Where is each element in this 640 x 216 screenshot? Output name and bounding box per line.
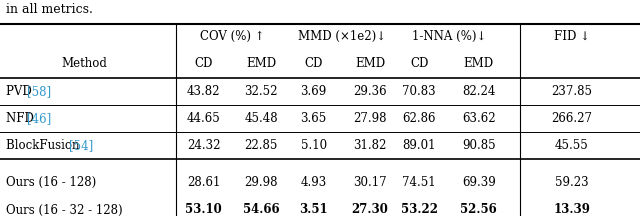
Text: 237.85: 237.85	[551, 85, 592, 98]
Text: Ours (16 - 128): Ours (16 - 128)	[6, 176, 97, 189]
Text: CD: CD	[195, 57, 212, 70]
Text: 70.83: 70.83	[403, 85, 436, 98]
Text: 43.82: 43.82	[187, 85, 220, 98]
Text: EMD: EMD	[463, 57, 494, 70]
Text: 5.10: 5.10	[301, 139, 326, 152]
Text: 28.61: 28.61	[187, 176, 220, 189]
Text: 89.01: 89.01	[403, 139, 436, 152]
Text: 27.30: 27.30	[351, 203, 388, 216]
Text: 53.10: 53.10	[185, 203, 222, 216]
Text: 31.82: 31.82	[353, 139, 387, 152]
Text: [46]: [46]	[28, 112, 52, 125]
Text: MMD (×1e2)↓: MMD (×1e2)↓	[298, 30, 386, 43]
Text: [58]: [58]	[28, 85, 51, 98]
Text: BlockFusion: BlockFusion	[6, 139, 84, 152]
Text: 1-NNA (%)↓: 1-NNA (%)↓	[412, 30, 486, 43]
Text: 24.32: 24.32	[187, 139, 220, 152]
Text: 4.93: 4.93	[300, 176, 327, 189]
Text: 266.27: 266.27	[551, 112, 592, 125]
Text: 63.62: 63.62	[462, 112, 495, 125]
Text: 3.65: 3.65	[300, 112, 327, 125]
Text: EMD: EMD	[355, 57, 385, 70]
Text: CD: CD	[410, 57, 428, 70]
Text: 3.51: 3.51	[300, 203, 328, 216]
Text: 82.24: 82.24	[462, 85, 495, 98]
Text: EMD: EMD	[246, 57, 276, 70]
Text: 3.69: 3.69	[300, 85, 327, 98]
Text: 13.39: 13.39	[553, 203, 590, 216]
Text: COV (%) ↑: COV (%) ↑	[200, 30, 264, 43]
Text: in all metrics.: in all metrics.	[6, 3, 93, 16]
Text: 90.85: 90.85	[462, 139, 495, 152]
Text: 22.85: 22.85	[244, 139, 278, 152]
Text: 29.36: 29.36	[353, 85, 387, 98]
Text: 29.98: 29.98	[244, 176, 278, 189]
Text: 59.23: 59.23	[555, 176, 588, 189]
Text: 44.65: 44.65	[187, 112, 220, 125]
Text: FID ↓: FID ↓	[554, 30, 589, 43]
Text: NFD: NFD	[6, 112, 38, 125]
Text: Ours (16 - 32 - 128): Ours (16 - 32 - 128)	[6, 203, 123, 216]
Text: 74.51: 74.51	[403, 176, 436, 189]
Text: [54]: [54]	[69, 139, 93, 152]
Text: 45.55: 45.55	[555, 139, 588, 152]
Text: 54.66: 54.66	[243, 203, 280, 216]
Text: 32.52: 32.52	[244, 85, 278, 98]
Text: 52.56: 52.56	[460, 203, 497, 216]
Text: 30.17: 30.17	[353, 176, 387, 189]
Text: CD: CD	[305, 57, 323, 70]
Text: 53.22: 53.22	[401, 203, 438, 216]
Text: 27.98: 27.98	[353, 112, 387, 125]
Text: Method: Method	[61, 57, 108, 70]
Text: 69.39: 69.39	[462, 176, 495, 189]
Text: 45.48: 45.48	[244, 112, 278, 125]
Text: 62.86: 62.86	[403, 112, 436, 125]
Text: PVD: PVD	[6, 85, 36, 98]
